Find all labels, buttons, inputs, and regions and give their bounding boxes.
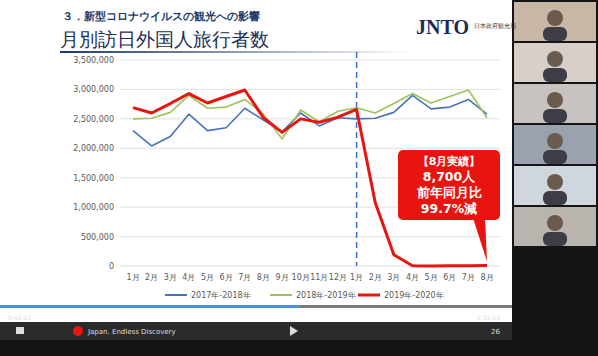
video-person	[547, 92, 563, 108]
x-tick-label: 7月	[238, 273, 251, 282]
page-number: 26	[491, 328, 500, 336]
video-person	[543, 68, 567, 82]
x-tick-label: 4月	[406, 273, 419, 282]
callout-box	[398, 150, 500, 220]
grid-line	[120, 89, 500, 90]
video-person	[543, 191, 567, 205]
x-tick-label: 11月	[310, 273, 328, 282]
title-underline	[60, 51, 410, 53]
grid-line	[120, 60, 500, 61]
video-person	[547, 133, 563, 149]
x-tick-label: 6月	[220, 273, 233, 282]
series-line	[133, 90, 487, 266]
series-line	[133, 90, 487, 139]
footer-logo	[73, 326, 83, 336]
video-person	[543, 109, 567, 123]
callout-text: 99.7%減	[421, 201, 477, 216]
plot-series	[133, 90, 487, 266]
callout-text: 【8月実績】	[418, 155, 481, 168]
footer-text: Japan. Endless Discovery	[87, 328, 176, 336]
grid-line	[120, 148, 500, 149]
video-person	[547, 174, 563, 190]
legend-swatch	[270, 294, 292, 296]
screen: ３．新型コロナウイルスの観光への影響月別訪日外国人旅行者数 JNTO 日本政府観光局…	[0, 0, 598, 356]
x-tick-label: 7月	[462, 273, 475, 282]
subtitle: ３．新型コロナウイルスの観光への影響	[62, 10, 260, 23]
y-tick-label: 1,000,000	[73, 203, 114, 212]
x-tick-label: 3月	[387, 273, 400, 282]
x-tick-label: 12月	[329, 273, 347, 282]
x-tick-label: 8月	[257, 273, 270, 282]
x-tick-label: 8月	[480, 273, 493, 282]
legend-swatch	[165, 294, 187, 296]
x-tick-label: 2月	[145, 273, 158, 282]
grid-line	[120, 236, 500, 237]
volume-button[interactable]	[16, 327, 24, 334]
video-tile	[514, 207, 596, 246]
play-button[interactable]	[290, 326, 298, 336]
x-tick-label: 2月	[369, 273, 382, 282]
marker-line	[356, 52, 358, 266]
callout-text: 8,700人	[423, 169, 477, 184]
y-tick-label: 2,000,000	[73, 144, 114, 153]
x-tick-label: 4月	[182, 273, 195, 282]
callout-pointer	[473, 218, 487, 261]
y-tick-label: 3,500,000	[73, 56, 114, 65]
x-tick-label: 5月	[425, 273, 438, 282]
legend-label: 2019年-2020年	[384, 291, 444, 300]
video-person	[547, 10, 563, 26]
video-tile	[514, 2, 596, 41]
video-person	[543, 150, 567, 164]
x-tick-label: 1月	[350, 273, 363, 282]
y-tick-label: 1,500,000	[73, 174, 114, 183]
legend-swatch	[358, 294, 380, 297]
y-tick-label: 2,500,000	[73, 115, 114, 124]
video-tile	[514, 84, 596, 123]
x-tick-label: 6月	[443, 273, 456, 282]
x-tick-label: 3月	[164, 273, 177, 282]
video-person	[547, 51, 563, 67]
video-tile	[514, 125, 596, 164]
logo: JNTO	[416, 16, 469, 38]
x-tick-label: 10月	[292, 273, 310, 282]
org-name: 日本政府観光局	[474, 22, 516, 29]
video-tile	[514, 166, 596, 205]
video-person	[543, 232, 567, 246]
remaining-time: 0:32:09	[477, 314, 500, 321]
title: 月別訪日外国人旅行者数	[60, 28, 269, 50]
legend-label: 2017年-2018年	[191, 291, 251, 300]
x-tick-label: 9月	[276, 273, 289, 282]
video-person	[547, 215, 563, 231]
video-tile	[514, 43, 596, 82]
x-tick-label: 1月	[126, 273, 139, 282]
legend-label: 2018年-2019年	[296, 291, 356, 300]
background	[0, 0, 598, 356]
progress-fill	[0, 305, 300, 308]
x-tick-label: 5月	[201, 273, 214, 282]
slide	[0, 0, 512, 340]
callout-text: 前年同月比	[416, 185, 482, 200]
control-bar	[0, 322, 512, 340]
elapsed-time: 0:45:12	[8, 314, 31, 321]
y-tick-label: 500,000	[81, 233, 114, 242]
progress-track	[0, 305, 512, 308]
y-tick-label: 3,000,000	[73, 85, 114, 94]
video-person	[543, 27, 567, 41]
y-tick-label: 0	[109, 262, 114, 271]
